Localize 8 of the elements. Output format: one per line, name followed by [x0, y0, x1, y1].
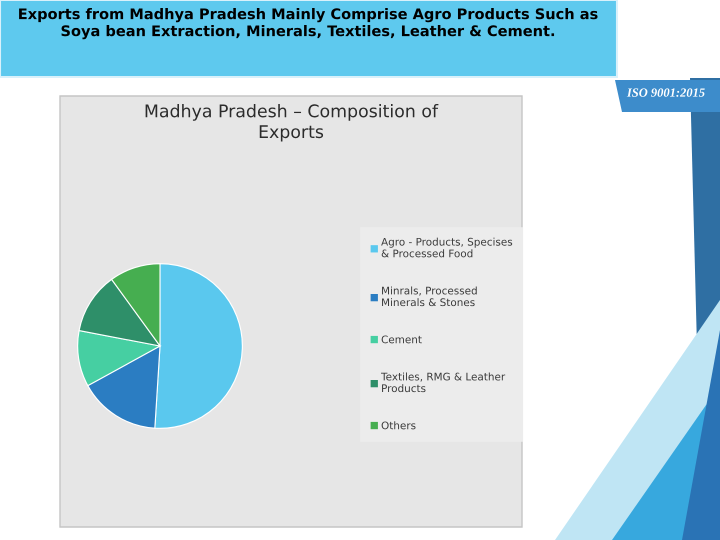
legend-label: Others [382, 421, 416, 430]
chart-title: Madhya Pradesh – Composition of Exports [146, 104, 438, 142]
text: Exports from Madhya Pradesh Mainly Comprise Agro Products Such as Soya bean Extraction, Minerals, Textiles, Leather & Cement. [19, 8, 598, 40]
legend-label: Cement [382, 335, 422, 344]
legend-label: Agro - Products, Specises & Processed Food [381, 238, 512, 258]
legend-label: Textiles, RMG & Leather Products [381, 372, 506, 392]
text: ISO 9001:2015 [626, 88, 705, 97]
legend-label: Minrals, Processed Minerals & Stones [382, 286, 477, 306]
